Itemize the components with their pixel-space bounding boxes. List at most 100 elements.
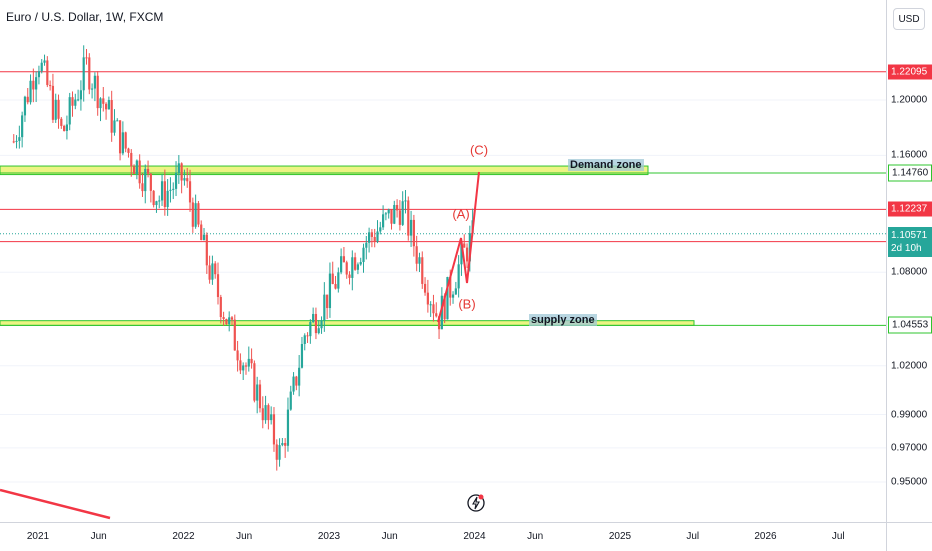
price-tick-label: 0.97000 bbox=[891, 442, 928, 454]
candle-body bbox=[303, 335, 306, 345]
candle-body bbox=[155, 201, 158, 206]
candle-body bbox=[286, 409, 290, 446]
candle-body bbox=[368, 232, 371, 243]
candle-body bbox=[463, 243, 466, 248]
candle-body bbox=[51, 85, 55, 120]
candle-body bbox=[348, 274, 351, 278]
time-tick-label: 2021 bbox=[26, 531, 50, 542]
price-axis[interactable]: USD 1.20000 1.16000 1.08000 1.02000 0.99000 0… bbox=[886, 0, 932, 540]
chart-plot-area[interactable]: Euro / U.S. Dollar, 1W, FXCM Demand zone… bbox=[0, 0, 886, 522]
candle-body bbox=[412, 219, 415, 247]
candle-body bbox=[278, 445, 281, 460]
candle-body bbox=[446, 276, 449, 320]
candle-body bbox=[328, 273, 332, 309]
candle-body bbox=[124, 132, 127, 149]
replay-bolt-icon[interactable] bbox=[466, 493, 486, 513]
candle-body bbox=[60, 118, 63, 126]
time-tick-label: 2024 bbox=[463, 531, 486, 542]
candle-body bbox=[163, 181, 166, 208]
candle-body bbox=[351, 257, 354, 278]
horizontal-levels bbox=[0, 71, 886, 243]
price-tick-label: 1.08000 bbox=[891, 266, 928, 278]
candle-body bbox=[225, 319, 228, 325]
candle-body bbox=[183, 178, 186, 181]
time-axis[interactable]: 2021 Jun 2022 Jun 2023 Jun 2024 Jun 2025 Jul 2026 J… bbox=[0, 522, 886, 551]
candle-body bbox=[32, 80, 35, 90]
candle-body bbox=[65, 124, 69, 131]
current-price-value: 1.10571 bbox=[891, 229, 928, 241]
price-tick-label: 1.20000 bbox=[891, 94, 928, 106]
candle-body bbox=[314, 313, 318, 334]
candle-body bbox=[166, 190, 169, 208]
currency-button[interactable]: USD bbox=[893, 8, 925, 30]
time-tick-label: Jun bbox=[236, 531, 253, 542]
candle-body bbox=[110, 100, 113, 133]
wave-b-label: (B) bbox=[458, 296, 476, 312]
candle-body bbox=[379, 227, 382, 232]
candle-body bbox=[376, 231, 379, 242]
candle-body bbox=[465, 247, 469, 262]
candle-body bbox=[295, 376, 298, 386]
candle-body bbox=[208, 265, 211, 280]
candle-body bbox=[40, 62, 43, 72]
candle-body bbox=[331, 273, 334, 285]
candle-body bbox=[35, 77, 38, 90]
time-tick-label: 2025 bbox=[608, 531, 632, 542]
candle-body bbox=[188, 181, 192, 203]
candle-body bbox=[401, 201, 404, 225]
candle-body bbox=[370, 232, 374, 237]
candle-body bbox=[216, 274, 220, 298]
candle-body bbox=[23, 96, 27, 116]
candle-body bbox=[460, 243, 463, 265]
candle-body bbox=[152, 190, 155, 206]
wave-abc-path bbox=[437, 171, 480, 323]
price-level-badge: 1.22095 bbox=[888, 64, 932, 80]
candle-body bbox=[228, 317, 231, 325]
candle-body bbox=[306, 335, 309, 337]
candle-body bbox=[135, 160, 138, 174]
axis-corner bbox=[886, 522, 932, 551]
candle-body bbox=[256, 384, 259, 401]
candle-body bbox=[132, 166, 136, 174]
time-tick-label: Jun bbox=[90, 531, 107, 542]
candle-body bbox=[82, 57, 85, 91]
candle-body bbox=[300, 344, 304, 368]
candle-body bbox=[440, 295, 443, 330]
price-level-badge: 1.12237 bbox=[888, 201, 932, 217]
candle-body bbox=[54, 99, 57, 120]
candle-body bbox=[468, 233, 471, 262]
bar-countdown: 2d 10h bbox=[891, 242, 922, 254]
candle-body bbox=[205, 234, 208, 266]
candle-body bbox=[230, 317, 234, 320]
candle-body bbox=[340, 256, 343, 273]
candle-body bbox=[239, 360, 242, 371]
candle-body bbox=[172, 188, 175, 190]
candle-body bbox=[258, 384, 262, 409]
candle-body bbox=[359, 262, 362, 265]
candle-body bbox=[398, 210, 401, 225]
candle-body bbox=[197, 203, 200, 225]
candle-body bbox=[68, 97, 71, 125]
time-tick-label: Jun bbox=[527, 531, 544, 542]
candle-body bbox=[312, 313, 315, 323]
candle-body bbox=[29, 80, 32, 103]
candle-body bbox=[244, 365, 248, 367]
candle-body bbox=[107, 100, 110, 110]
candle-body bbox=[104, 103, 108, 110]
candle-body bbox=[99, 98, 102, 109]
candle-body bbox=[222, 317, 225, 320]
candle-body bbox=[202, 234, 206, 241]
candle-body bbox=[381, 214, 385, 228]
candle-body bbox=[390, 209, 393, 224]
wave-a-label: (A) bbox=[452, 206, 470, 222]
candle-body bbox=[46, 60, 49, 86]
candle-body bbox=[320, 320, 323, 329]
candle-body bbox=[71, 97, 74, 106]
candle-body bbox=[317, 328, 320, 334]
candle-body bbox=[404, 200, 407, 202]
candle-body bbox=[74, 99, 77, 106]
chart-canvas[interactable] bbox=[0, 0, 886, 522]
candle-body bbox=[214, 263, 217, 275]
candle-body bbox=[21, 115, 24, 138]
candle-body bbox=[138, 160, 141, 184]
